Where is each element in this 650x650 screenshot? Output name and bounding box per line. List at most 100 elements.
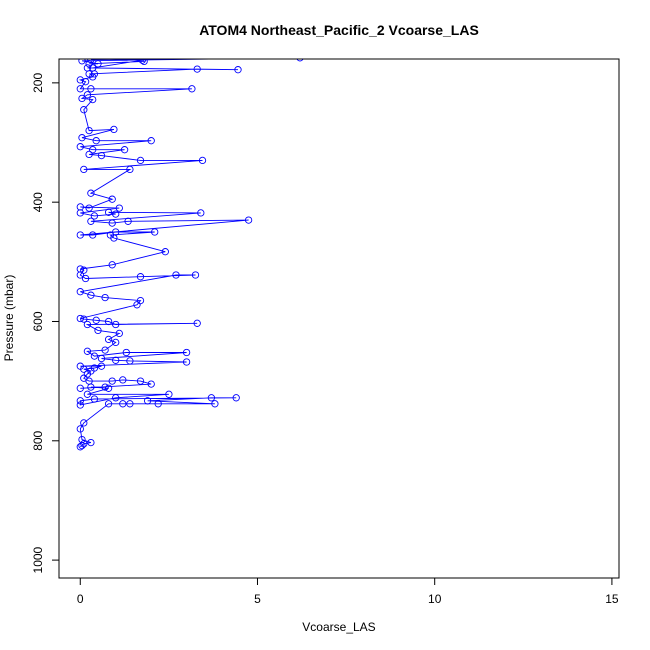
data-point bbox=[76, 265, 84, 273]
data-point bbox=[76, 288, 84, 296]
data-point bbox=[80, 165, 88, 174]
y-tick-label: 200 bbox=[31, 73, 45, 93]
data-point bbox=[87, 85, 95, 93]
data-point bbox=[119, 376, 127, 384]
data-point bbox=[81, 274, 90, 283]
data-point bbox=[193, 65, 201, 73]
data-point bbox=[104, 400, 113, 408]
data-point bbox=[80, 315, 88, 323]
data-point bbox=[234, 66, 242, 74]
data-point bbox=[193, 319, 201, 327]
data-point bbox=[112, 210, 120, 218]
data-point bbox=[94, 60, 102, 68]
plot-series bbox=[76, 59, 304, 451]
data-point bbox=[101, 293, 109, 302]
data-point bbox=[151, 228, 159, 236]
data-point bbox=[76, 143, 84, 151]
data-point bbox=[87, 291, 95, 299]
data-point bbox=[89, 231, 97, 239]
data-point bbox=[188, 85, 196, 93]
y-axis-label: Pressure (mbar) bbox=[2, 275, 16, 362]
data-point bbox=[101, 346, 109, 354]
data-point bbox=[104, 335, 113, 344]
data-point bbox=[83, 347, 92, 355]
data-point bbox=[108, 219, 116, 227]
y-tick-label: 1000 bbox=[31, 546, 45, 573]
data-point bbox=[85, 60, 93, 68]
data-point bbox=[198, 156, 207, 165]
data-point bbox=[97, 151, 106, 160]
data-point bbox=[90, 395, 99, 403]
data-point bbox=[110, 125, 118, 134]
data-point bbox=[112, 320, 120, 329]
y-tick-label: 600 bbox=[31, 311, 45, 331]
data-point bbox=[92, 316, 100, 324]
data-point bbox=[78, 134, 86, 142]
data-point bbox=[154, 400, 162, 408]
data-point bbox=[90, 212, 99, 220]
data-point bbox=[78, 59, 86, 65]
data-point bbox=[120, 146, 129, 154]
data-point bbox=[83, 320, 92, 329]
y-tick-label: 400 bbox=[31, 192, 45, 212]
data-point bbox=[89, 146, 97, 154]
data-point bbox=[87, 217, 95, 225]
data-point bbox=[165, 390, 173, 398]
data-point bbox=[122, 348, 130, 357]
data-point bbox=[161, 248, 169, 256]
x-tick-label: 5 bbox=[254, 592, 261, 606]
data-point bbox=[78, 435, 86, 444]
data-point bbox=[90, 352, 99, 360]
data-point bbox=[112, 338, 120, 347]
chart-title: ATOM4 Northeast_Pacific_2 Vcoarse_LAS bbox=[199, 22, 479, 38]
data-point bbox=[80, 419, 88, 427]
data-point bbox=[136, 377, 145, 385]
data-point bbox=[172, 271, 180, 279]
data-point bbox=[87, 59, 95, 64]
data-point bbox=[87, 438, 95, 447]
data-point bbox=[89, 64, 97, 72]
data-point bbox=[197, 209, 205, 217]
data-point bbox=[94, 326, 102, 335]
data-point bbox=[108, 195, 116, 203]
plot-frame bbox=[58, 58, 620, 579]
y-axis: 200 400 600 800 1000 bbox=[31, 73, 59, 573]
data-point bbox=[140, 59, 148, 66]
data-point bbox=[244, 216, 253, 224]
data-point bbox=[136, 296, 145, 305]
data-point bbox=[182, 348, 191, 357]
data-point bbox=[92, 137, 100, 145]
data-point bbox=[76, 314, 84, 323]
data-point bbox=[115, 204, 123, 212]
data-point bbox=[108, 261, 116, 269]
data-point bbox=[80, 374, 88, 382]
data-point bbox=[104, 384, 113, 392]
data-point bbox=[90, 364, 99, 372]
data-point bbox=[76, 401, 84, 409]
x-axis-label: Vcoarse_LAS bbox=[302, 620, 375, 634]
data-point bbox=[80, 266, 88, 274]
data-point bbox=[112, 394, 120, 402]
data-point bbox=[182, 358, 191, 366]
data-point bbox=[76, 76, 84, 84]
data-point bbox=[76, 85, 84, 93]
data-point bbox=[80, 106, 88, 114]
x-tick-label: 10 bbox=[428, 592, 442, 606]
data-point bbox=[85, 126, 93, 135]
data-point bbox=[191, 271, 200, 279]
data-point bbox=[80, 440, 88, 448]
data-point bbox=[126, 165, 134, 174]
data-point bbox=[108, 377, 116, 385]
data-point bbox=[81, 78, 90, 86]
data-point bbox=[76, 384, 84, 392]
data-point bbox=[83, 390, 92, 398]
data-point bbox=[126, 357, 134, 365]
data-point bbox=[112, 228, 120, 236]
data-point bbox=[119, 400, 127, 408]
x-axis: 0 5 10 15 bbox=[77, 578, 619, 606]
data-point bbox=[126, 400, 134, 408]
data-point bbox=[78, 94, 86, 103]
data-point bbox=[85, 150, 93, 159]
